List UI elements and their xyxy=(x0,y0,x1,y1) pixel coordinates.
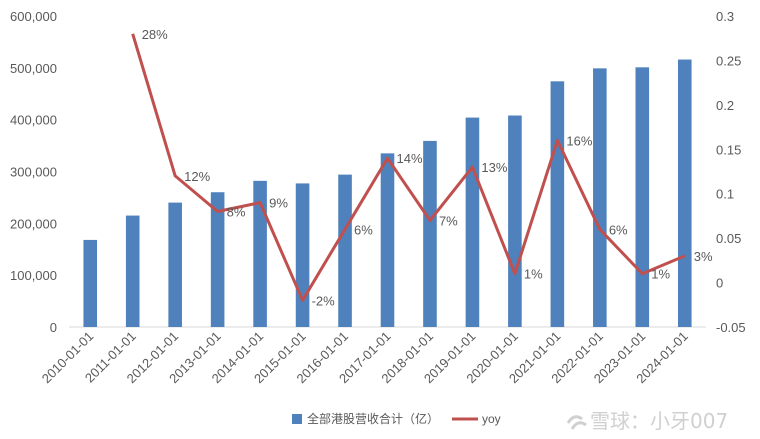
yoy-data-label: 7% xyxy=(439,213,458,228)
bar xyxy=(465,117,480,328)
y-right-tick-label: 0.05 xyxy=(716,231,741,246)
yoy-data-label: 1% xyxy=(651,267,670,282)
bar xyxy=(380,153,395,327)
yoy-data-label: 13% xyxy=(481,160,507,175)
yoy-data-label: 28% xyxy=(142,27,168,42)
y-left-tick-label: 0 xyxy=(50,320,57,335)
y-right-tick-label: -0.05 xyxy=(716,320,746,335)
y-left-tick-label: 100,000 xyxy=(10,268,57,283)
bar xyxy=(295,183,310,327)
legend-swatch-bar xyxy=(292,414,302,424)
yoy-data-label: 12% xyxy=(184,169,210,184)
y-right-tick-label: 0.2 xyxy=(716,98,734,113)
yoy-data-label: 14% xyxy=(397,151,423,166)
watermark: 雪球：小牙007 xyxy=(566,409,728,433)
bar xyxy=(210,192,225,327)
bar xyxy=(635,67,650,327)
bar xyxy=(593,68,607,327)
labels-layer: 28% 12% 8% 9% -2% 6% 14% 7% 13% 1% 16% 6% 1% 3% xyxy=(142,27,713,309)
legend-label-line: yoy xyxy=(482,412,501,426)
bar xyxy=(168,202,182,327)
bars-layer xyxy=(83,59,692,328)
bar xyxy=(508,115,522,328)
bar xyxy=(253,180,267,327)
y-left-tick-label: 500,000 xyxy=(10,61,57,76)
y-right-tick-label: 0 xyxy=(716,276,723,291)
bar xyxy=(125,215,140,327)
y-left-tick-label: 200,000 xyxy=(10,216,57,231)
yoy-data-label: 1% xyxy=(524,267,543,282)
y-left-tick-label: 600,000 xyxy=(10,9,57,24)
watermark-text: 雪球：小牙007 xyxy=(590,409,728,433)
y-left-tick-label: 300,000 xyxy=(10,165,57,180)
y-left-tick-label: 400,000 xyxy=(10,113,57,128)
yoy-data-label: 6% xyxy=(609,222,628,237)
bar xyxy=(83,239,98,327)
watermark-logo-icon xyxy=(566,415,587,430)
yoy-data-label: 3% xyxy=(694,249,713,264)
bar xyxy=(423,140,437,327)
y-right-tick-label: 0.3 xyxy=(716,9,734,24)
y-right-tick-label: 0.1 xyxy=(716,187,734,202)
line-layer xyxy=(131,33,686,302)
yoy-line xyxy=(131,33,686,302)
bar xyxy=(338,174,352,327)
yoy-data-label: -2% xyxy=(312,293,336,308)
bar xyxy=(677,59,692,327)
legend-label-bar: 全部港股营收合计（亿） xyxy=(307,411,439,426)
yoy-data-label: 16% xyxy=(566,133,592,148)
y-right-tick-label: 0.25 xyxy=(716,53,741,68)
yoy-data-label: 8% xyxy=(227,204,246,219)
y-right-tick-label: 0.15 xyxy=(716,142,741,157)
yoy-data-label: 6% xyxy=(354,222,373,237)
bar xyxy=(550,81,565,327)
axes-layer: 0 100,000 200,000 300,000 400,000 500,000 600,… xyxy=(10,9,746,386)
yoy-data-label: 9% xyxy=(269,196,288,211)
legend: 全部港股营收合计（亿） yoy xyxy=(292,411,501,426)
